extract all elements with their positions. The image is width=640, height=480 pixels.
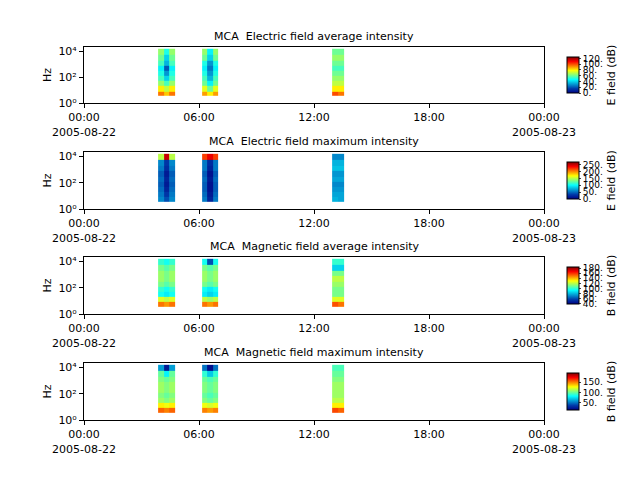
svg-text:18:00: 18:00 — [413, 428, 445, 441]
svg-text:12:00: 12:00 — [298, 428, 330, 441]
svg-text:40.: 40. — [583, 299, 597, 309]
svg-text:100.: 100. — [583, 284, 603, 294]
svg-text:Hz: Hz — [41, 68, 54, 82]
svg-text:120.: 120. — [583, 54, 603, 64]
svg-text:250.: 250. — [583, 160, 603, 170]
svg-text:10⁴: 10⁴ — [58, 45, 77, 58]
svg-text:150.: 150. — [583, 377, 603, 387]
svg-text:100.: 100. — [583, 59, 603, 69]
svg-text:06:00: 06:00 — [183, 322, 215, 335]
svg-text:10⁴: 10⁴ — [58, 255, 77, 268]
svg-text:Hz: Hz — [41, 173, 54, 187]
svg-text:MCA Electric field maximum in: MCA Electric field maximum intensity — [209, 135, 419, 148]
svg-text:MCA Electric field average in: MCA Electric field average intensity — [214, 30, 414, 43]
svg-text:B field (dB): B field (dB) — [605, 361, 618, 422]
svg-text:10⁰: 10⁰ — [58, 414, 77, 427]
svg-text:10²: 10² — [58, 388, 76, 401]
svg-text:180.: 180. — [583, 263, 603, 273]
svg-text:20.: 20. — [583, 82, 597, 92]
svg-text:18:00: 18:00 — [413, 217, 445, 230]
svg-text:80.: 80. — [583, 65, 597, 75]
svg-text:MCA Magnetic field average in: MCA Magnetic field average intensity — [210, 240, 419, 253]
svg-text:E field (dB): E field (dB) — [605, 45, 618, 106]
svg-text:00:002005-08-23: 00:002005-08-23 — [512, 217, 576, 244]
svg-text:10⁰: 10⁰ — [58, 308, 77, 321]
svg-text:60.: 60. — [583, 294, 597, 304]
svg-text:06:00: 06:00 — [183, 217, 215, 230]
svg-text:MCA Magnetic field maximum in: MCA Magnetic field maximum intensity — [204, 346, 424, 359]
svg-text:160.: 160. — [583, 268, 603, 278]
svg-text:40.: 40. — [583, 77, 597, 87]
svg-text:12:00: 12:00 — [298, 322, 330, 335]
svg-text:140.: 140. — [583, 273, 603, 283]
svg-text:00:002005-08-22: 00:002005-08-22 — [52, 322, 116, 349]
svg-text:00:002005-08-23: 00:002005-08-23 — [512, 428, 576, 455]
svg-text:B field (dB): B field (dB) — [605, 255, 618, 316]
svg-text:50.: 50. — [583, 187, 597, 197]
svg-text:18:00: 18:00 — [413, 322, 445, 335]
svg-text:10⁰: 10⁰ — [58, 97, 77, 110]
svg-text:10⁴: 10⁴ — [58, 361, 77, 374]
svg-text:50.: 50. — [583, 398, 597, 408]
svg-text:00:002005-08-23: 00:002005-08-23 — [512, 322, 576, 349]
svg-text:00:002005-08-22: 00:002005-08-22 — [52, 428, 116, 455]
svg-text:10²: 10² — [58, 177, 76, 190]
svg-text:200.: 200. — [583, 167, 603, 177]
svg-text:60.: 60. — [583, 71, 597, 81]
svg-text:100.: 100. — [583, 180, 603, 190]
svg-text:06:00: 06:00 — [183, 428, 215, 441]
svg-text:12:00: 12:00 — [298, 111, 330, 124]
svg-text:0.: 0. — [583, 88, 592, 98]
svg-text:10⁰: 10⁰ — [58, 203, 77, 216]
svg-text:E field (dB): E field (dB) — [605, 150, 618, 211]
svg-text:10²: 10² — [58, 282, 76, 295]
svg-text:100.: 100. — [583, 388, 603, 398]
svg-text:10²: 10² — [58, 71, 76, 84]
svg-text:0.: 0. — [583, 194, 592, 204]
svg-text:Hz: Hz — [41, 278, 54, 292]
svg-text:06:00: 06:00 — [183, 111, 215, 124]
svg-text:10⁴: 10⁴ — [58, 150, 77, 163]
svg-text:00:002005-08-22: 00:002005-08-22 — [52, 111, 116, 138]
svg-text:150.: 150. — [583, 174, 603, 184]
svg-text:120.: 120. — [583, 279, 603, 289]
svg-text:18:00: 18:00 — [413, 111, 445, 124]
svg-text:00:002005-08-23: 00:002005-08-23 — [512, 111, 576, 138]
svg-text:00:002005-08-22: 00:002005-08-22 — [52, 217, 116, 244]
svg-text:12:00: 12:00 — [298, 217, 330, 230]
svg-text:80.: 80. — [583, 289, 597, 299]
svg-text:Hz: Hz — [41, 384, 54, 398]
